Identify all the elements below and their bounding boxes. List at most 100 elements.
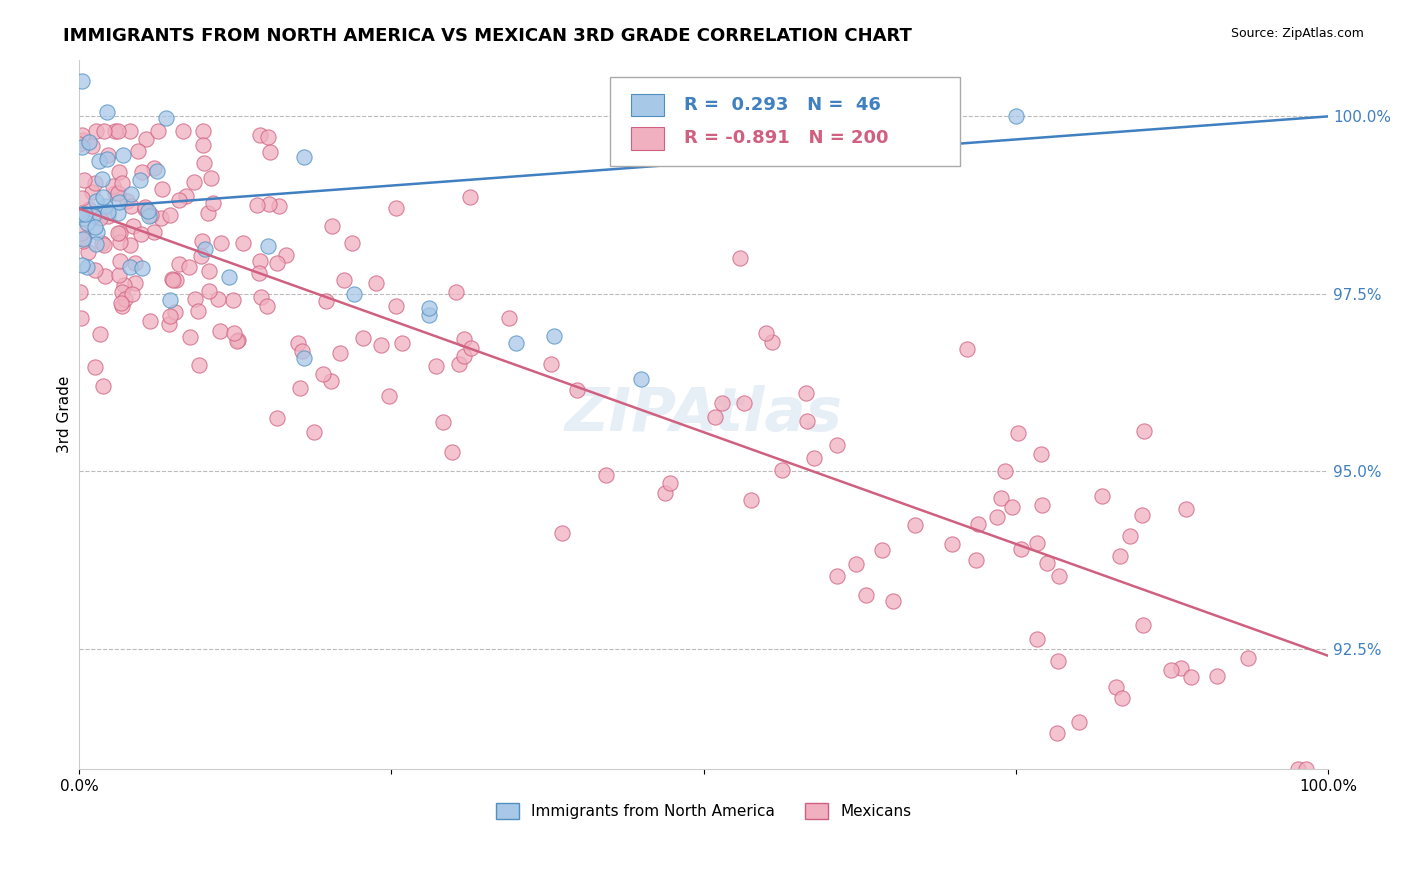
Point [453,332,475,346]
Point [1119,529,1142,543]
Point [1132,508,1154,522]
Point [730,252,752,266]
Point [107,165,129,179]
Point [142,161,165,175]
Point [112,277,135,292]
Point [94,268,117,283]
Point [198,264,221,278]
Point [194,242,217,256]
Point [1105,681,1128,695]
Point [329,346,352,360]
Legend: Immigrants from North America, Mexicans: Immigrants from North America, Mexicans [489,797,918,825]
Point [1026,632,1049,646]
Point [990,491,1012,506]
Point [1046,726,1069,740]
Point [266,256,288,270]
Point [703,409,725,424]
Point [1160,663,1182,677]
Point [167,257,190,271]
Point [80,185,103,199]
Point [321,219,343,234]
Point [882,594,904,608]
Text: R = -0.891   N = 200: R = -0.891 N = 200 [683,129,889,147]
Point [107,194,129,209]
Point [446,285,468,299]
Point [825,568,848,582]
Point [1035,556,1057,570]
Point [162,273,184,287]
Y-axis label: 3rd Grade: 3rd Grade [58,376,72,453]
Text: Source: ZipAtlas.com: Source: ZipAtlas.com [1230,27,1364,40]
Point [91,236,114,251]
Point [266,410,288,425]
Point [187,304,209,318]
Point [218,270,240,285]
Point [138,209,160,223]
Point [1132,618,1154,632]
Point [131,165,153,179]
Point [1025,536,1047,550]
Point [1007,425,1029,440]
Point [249,254,271,268]
Point [89,327,111,342]
Point [121,287,143,301]
Point [69,285,91,299]
Point [1286,762,1309,776]
Point [803,451,825,466]
Point [155,111,177,125]
Point [733,396,755,410]
Point [108,227,131,241]
Point [93,238,115,252]
Point [1295,762,1317,776]
Point [315,293,337,308]
Point [172,123,194,137]
Point [73,211,96,225]
Point [247,267,270,281]
Point [1005,109,1028,123]
Point [432,416,454,430]
Point [110,235,132,250]
Point [1000,500,1022,515]
Point [89,211,111,225]
Point [67,136,90,151]
Point [134,202,156,216]
Point [190,249,212,263]
Point [142,225,165,239]
Point [103,179,125,194]
Point [76,217,98,231]
Point [96,104,118,119]
Point [159,309,181,323]
Point [187,359,209,373]
Point [70,140,93,154]
Point [904,517,927,532]
Point [165,273,187,287]
Point [966,517,988,532]
Point [287,335,309,350]
Point [565,384,588,398]
Point [1091,489,1114,503]
Point [1069,715,1091,730]
Point [191,138,214,153]
Point [159,208,181,222]
Point [332,273,354,287]
Point [191,123,214,137]
Point [159,293,181,307]
Point [129,227,152,241]
Point [76,245,98,260]
Point [152,182,174,196]
Point [91,379,114,393]
Point [302,425,325,439]
Point [84,123,107,137]
Point [97,209,120,223]
Point [111,285,134,299]
Point [1029,447,1052,461]
Point [1047,568,1070,582]
FancyBboxPatch shape [610,78,960,166]
Point [120,238,142,252]
Point [70,258,93,272]
Point [93,189,115,203]
Point [755,326,778,340]
Text: ZIPAtlas: ZIPAtlas [565,385,842,444]
Point [364,277,387,291]
Point [460,341,482,355]
